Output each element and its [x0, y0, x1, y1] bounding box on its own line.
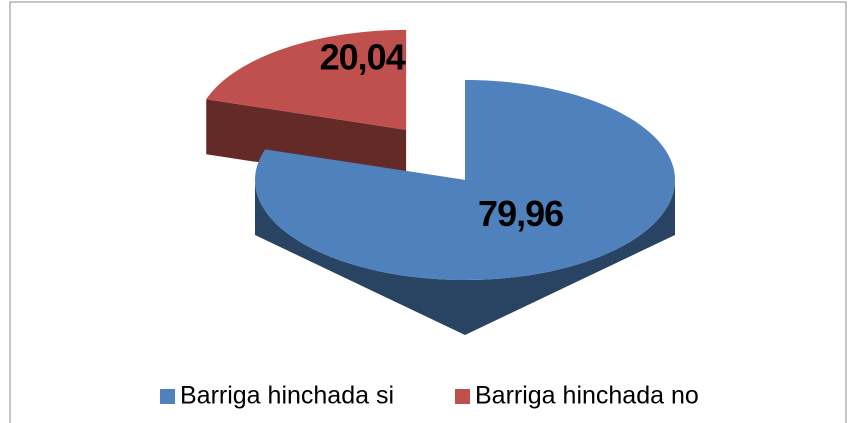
legend-label: Barriga hinchada si — [180, 382, 394, 410]
legend: Barriga hinchada si Barriga hinchada no — [160, 382, 699, 410]
slice — [206, 29, 407, 130]
pie — [206, 29, 675, 335]
labels: 79,96 20,04 — [320, 37, 564, 234]
slice — [255, 80, 675, 280]
legend-swatch — [160, 389, 175, 404]
legend-label: Barriga hinchada no — [475, 382, 699, 410]
data-label: 79,96 — [478, 193, 563, 234]
legend-swatch — [455, 389, 470, 404]
slice-wall — [255, 180, 675, 335]
data-label: 20,04 — [320, 37, 406, 78]
